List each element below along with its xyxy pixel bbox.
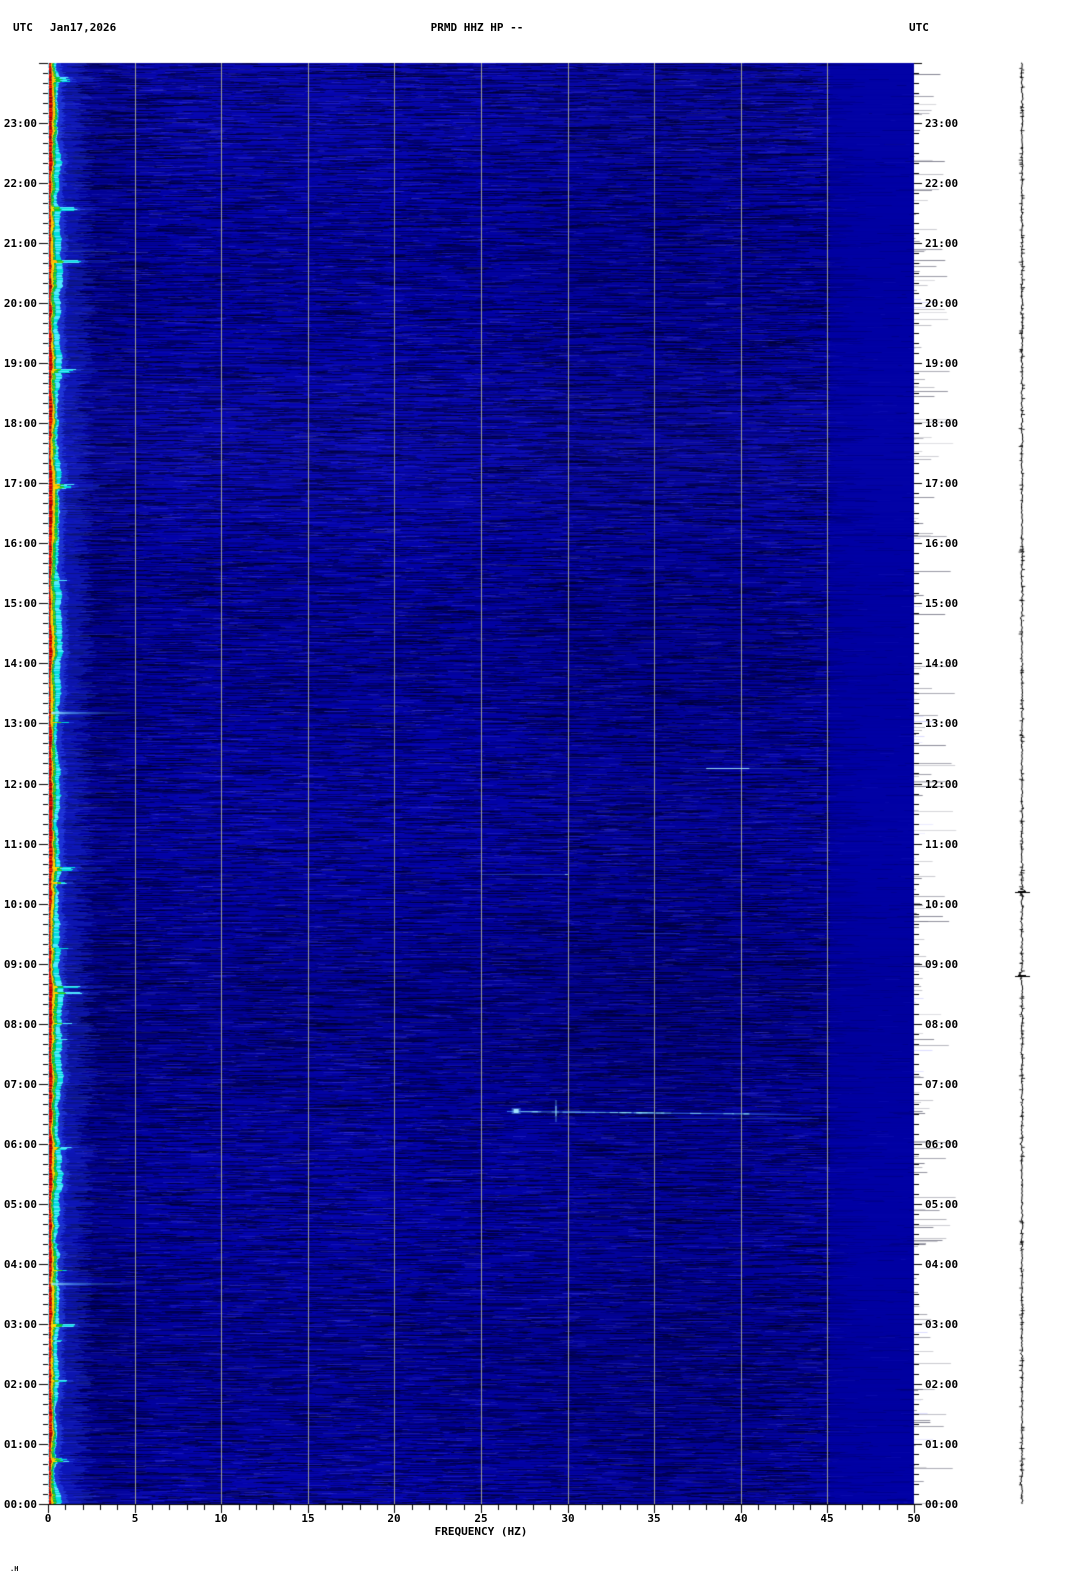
time-label-right: 03:00	[925, 1318, 959, 1331]
time-label-right: 05:00	[925, 1198, 959, 1211]
time-label-right: 18:00	[925, 417, 959, 430]
time-label-left: 22:00	[3, 177, 37, 190]
time-label-right: 20:00	[925, 297, 959, 310]
time-label-left: 00:00	[3, 1498, 37, 1511]
time-label-right: 13:00	[925, 717, 959, 730]
time-label-left: 05:00	[3, 1198, 37, 1211]
freq-tick-label: 10	[214, 1512, 228, 1525]
date-label: Jan17,2026	[50, 21, 117, 34]
time-label-right: 19:00	[925, 357, 959, 370]
freq-tick-label: 25	[474, 1512, 488, 1525]
time-label-left: 17:00	[3, 477, 37, 490]
corner-artifact-mark: .H	[10, 1565, 19, 1573]
freq-tick-label: 30	[561, 1512, 575, 1525]
time-label-left: 03:00	[3, 1318, 37, 1331]
time-label-left: 11:00	[3, 838, 37, 851]
time-label-right: 14:00	[925, 657, 959, 670]
time-label-right: 02:00	[925, 1378, 959, 1391]
utc-label-right: UTC	[909, 21, 929, 34]
freq-tick-label: 20	[387, 1512, 401, 1525]
time-label-left: 01:00	[3, 1438, 37, 1451]
time-label-left: 23:00	[3, 117, 37, 130]
time-label-right: 11:00	[925, 838, 959, 851]
utc-label-left: UTC	[13, 21, 33, 34]
freq-tick-label: 45	[820, 1512, 834, 1525]
time-label-left: 09:00	[3, 958, 37, 971]
time-label-right: 06:00	[925, 1138, 959, 1151]
time-label-right: 15:00	[925, 597, 959, 610]
freq-tick-label: 15	[301, 1512, 315, 1525]
time-label-left: 12:00	[3, 778, 37, 791]
time-label-left: 20:00	[3, 297, 37, 310]
time-label-right: 07:00	[925, 1078, 959, 1091]
time-label-right: 16:00	[925, 537, 959, 550]
time-label-left: 02:00	[3, 1378, 37, 1391]
time-label-right: 22:00	[925, 177, 959, 190]
time-label-left: 04:00	[3, 1258, 37, 1271]
time-label-left: 07:00	[3, 1078, 37, 1091]
time-label-left: 06:00	[3, 1138, 37, 1151]
time-label-left: 19:00	[3, 357, 37, 370]
time-label-left: 14:00	[3, 657, 37, 670]
x-axis-title: FREQUENCY (HZ)	[434, 1525, 528, 1538]
time-label-right: 09:00	[925, 958, 959, 971]
freq-tick-label: 0	[44, 1512, 52, 1525]
station-title: PRMD HHZ HP --	[430, 21, 524, 34]
time-label-right: 12:00	[925, 778, 959, 791]
time-label-right: 08:00	[925, 1018, 959, 1031]
time-label-left: 21:00	[3, 237, 37, 250]
time-label-left: 10:00	[3, 898, 37, 911]
freq-tick-label: 40	[734, 1512, 748, 1525]
freq-tick-label: 5	[131, 1512, 139, 1525]
time-label-left: 13:00	[3, 717, 37, 730]
freq-tick-label: 50	[907, 1512, 921, 1525]
time-label-right: 00:00	[925, 1498, 959, 1511]
time-label-left: 15:00	[3, 597, 37, 610]
time-label-right: 21:00	[925, 237, 959, 250]
time-label-right: 23:00	[925, 117, 959, 130]
time-label-left: 08:00	[3, 1018, 37, 1031]
time-label-left: 18:00	[3, 417, 37, 430]
time-label-right: 17:00	[925, 477, 959, 490]
time-label-right: 04:00	[925, 1258, 959, 1271]
freq-tick-label: 35	[647, 1512, 661, 1525]
time-label-right: 01:00	[925, 1438, 959, 1451]
time-label-right: 10:00	[925, 898, 959, 911]
time-label-left: 16:00	[3, 537, 37, 550]
